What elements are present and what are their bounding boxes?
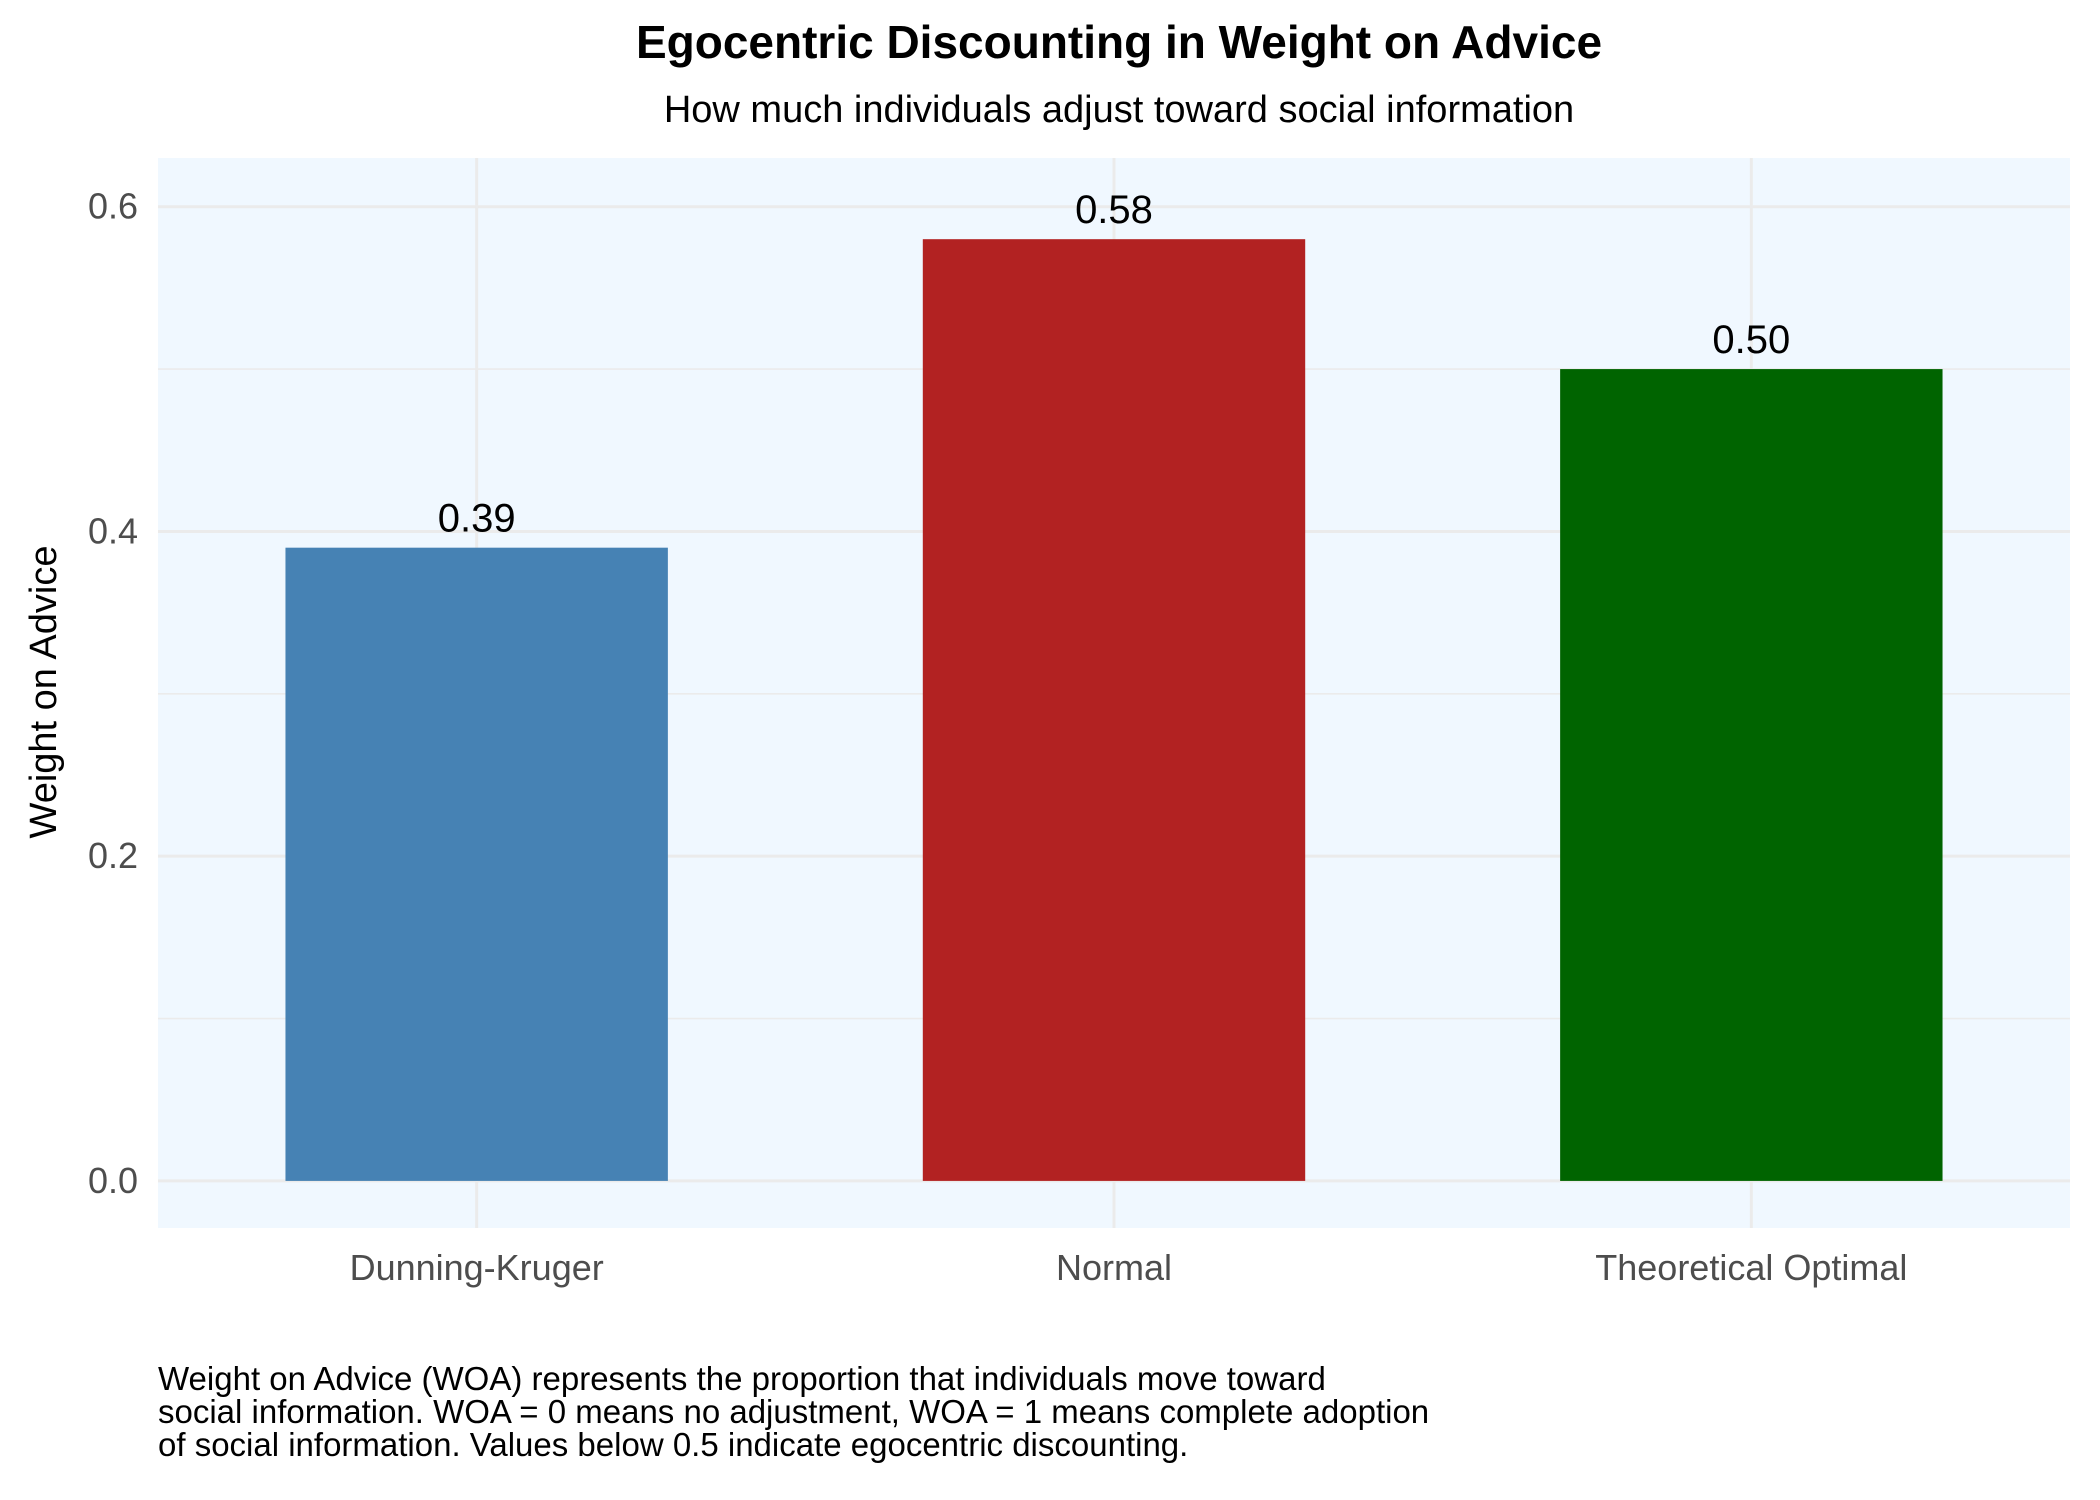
y-axis-tick-labels: 0.0 0.2 0.4 0.6 xyxy=(88,186,138,1201)
bars xyxy=(285,239,1943,1181)
data-label: 0.39 xyxy=(438,497,516,541)
bar xyxy=(1560,369,1943,1181)
data-label: 0.50 xyxy=(1712,318,1790,362)
y-tick-label: 0.2 xyxy=(88,835,138,876)
y-tick-label: 0.4 xyxy=(88,510,138,551)
bar xyxy=(922,239,1306,1181)
x-tick-label: Dunning-Kruger xyxy=(350,1247,604,1288)
chart-title: Egocentric Discounting in Weight on Advi… xyxy=(636,16,1602,68)
chart-subtitle: How much individuals adjust toward socia… xyxy=(664,89,1574,131)
caption-line: of social information. Values below 0.5 … xyxy=(158,1426,1189,1463)
caption: Weight on Advice (WOA) represents the pr… xyxy=(158,1362,1858,1461)
x-tick-label: Normal xyxy=(1056,1247,1172,1288)
caption-line: social information. WOA = 0 means no adj… xyxy=(158,1393,1430,1430)
y-tick-label: 0.0 xyxy=(88,1160,138,1201)
bar xyxy=(285,547,668,1181)
x-tick-label: Theoretical Optimal xyxy=(1595,1247,1907,1288)
y-axis-label: Weight on Advice xyxy=(23,546,65,839)
x-axis-tick-labels: Dunning-Kruger Normal Theoretical Optimal xyxy=(350,1247,1908,1288)
data-label: 0.58 xyxy=(1075,188,1153,232)
data-labels: 0.39 0.58 0.50 xyxy=(438,188,1791,540)
y-tick-label: 0.6 xyxy=(88,186,138,227)
caption-line: Weight on Advice (WOA) represents the pr… xyxy=(158,1360,1326,1397)
